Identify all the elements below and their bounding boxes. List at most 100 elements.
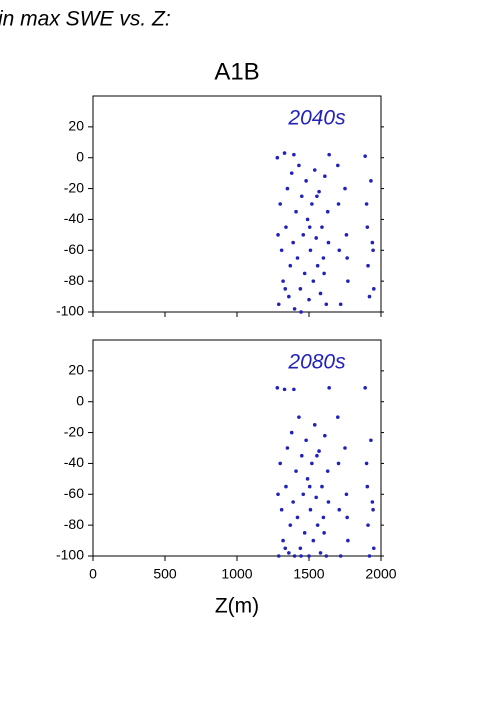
point xyxy=(298,287,303,291)
y-tick-label: -60 xyxy=(64,241,84,257)
point xyxy=(343,186,347,191)
point xyxy=(343,446,347,450)
point xyxy=(300,453,304,458)
y-tick-label: 20 xyxy=(68,362,84,378)
point xyxy=(344,233,349,237)
point xyxy=(294,469,298,473)
point xyxy=(291,500,295,504)
point xyxy=(307,297,311,302)
point xyxy=(336,202,341,206)
point xyxy=(370,500,375,504)
y-tick-label: -80 xyxy=(64,272,84,288)
point xyxy=(363,386,367,390)
y-tick-label: 0 xyxy=(76,148,84,164)
point xyxy=(336,461,341,466)
point xyxy=(317,449,321,453)
point xyxy=(307,554,311,558)
point xyxy=(298,546,303,551)
x-tick-label: 500 xyxy=(153,566,177,582)
point xyxy=(283,287,288,291)
point xyxy=(279,507,284,512)
page-title: in max SWE vs. Z: xyxy=(0,8,171,31)
point xyxy=(320,225,324,229)
point xyxy=(281,279,285,283)
point xyxy=(324,554,329,558)
point xyxy=(346,538,350,543)
point xyxy=(315,194,319,199)
point xyxy=(323,174,327,179)
point xyxy=(367,554,372,558)
point xyxy=(325,469,330,473)
point xyxy=(292,307,297,311)
point xyxy=(370,240,375,245)
y-tick-label: 20 xyxy=(68,118,84,134)
point xyxy=(315,523,320,527)
point xyxy=(281,538,285,543)
y-tick-label: -80 xyxy=(64,516,84,532)
chart-title: A1B xyxy=(214,58,259,85)
point xyxy=(310,202,314,206)
x-tick-label: 1500 xyxy=(293,566,324,582)
y-tick-label: -100 xyxy=(56,303,84,319)
point xyxy=(287,294,291,299)
point xyxy=(321,256,326,260)
point xyxy=(284,484,288,489)
point xyxy=(338,302,343,307)
point xyxy=(302,271,307,276)
point xyxy=(297,163,301,168)
point xyxy=(346,279,350,283)
point xyxy=(371,507,375,512)
point xyxy=(338,554,343,558)
point xyxy=(336,163,340,168)
point xyxy=(288,523,293,527)
point xyxy=(325,209,330,214)
point xyxy=(275,155,280,160)
point xyxy=(305,477,310,481)
point xyxy=(299,554,303,558)
point xyxy=(371,248,375,253)
point xyxy=(304,438,308,443)
point xyxy=(310,461,314,466)
point xyxy=(285,446,290,450)
point xyxy=(292,152,296,157)
point xyxy=(365,225,370,229)
point xyxy=(315,453,319,458)
annotation: 2080s xyxy=(287,351,346,374)
point xyxy=(297,415,301,419)
point xyxy=(292,554,297,558)
point xyxy=(294,209,298,214)
point xyxy=(369,179,373,183)
point xyxy=(278,202,283,206)
point xyxy=(295,515,300,520)
point xyxy=(276,233,280,237)
point xyxy=(327,386,331,390)
x-axis-label: Z(m) xyxy=(215,595,259,618)
point xyxy=(318,291,323,296)
point xyxy=(363,154,367,158)
point xyxy=(314,236,319,240)
point xyxy=(289,430,294,435)
point xyxy=(311,538,316,543)
point xyxy=(276,554,281,558)
point xyxy=(289,171,294,175)
x-tick-label: 2000 xyxy=(365,566,396,582)
point xyxy=(364,202,369,206)
point xyxy=(275,386,280,390)
point xyxy=(284,225,288,229)
point xyxy=(295,256,300,260)
point xyxy=(321,515,326,520)
point xyxy=(287,551,291,555)
point xyxy=(300,194,304,199)
point xyxy=(276,302,281,307)
point xyxy=(327,152,331,157)
point xyxy=(344,492,349,497)
point xyxy=(305,217,310,222)
point xyxy=(317,189,321,194)
y-tick-label: -40 xyxy=(64,210,84,226)
y-tick-label: -40 xyxy=(64,454,84,470)
point xyxy=(301,233,306,237)
point xyxy=(278,461,283,466)
point xyxy=(326,240,331,245)
point xyxy=(302,531,307,535)
